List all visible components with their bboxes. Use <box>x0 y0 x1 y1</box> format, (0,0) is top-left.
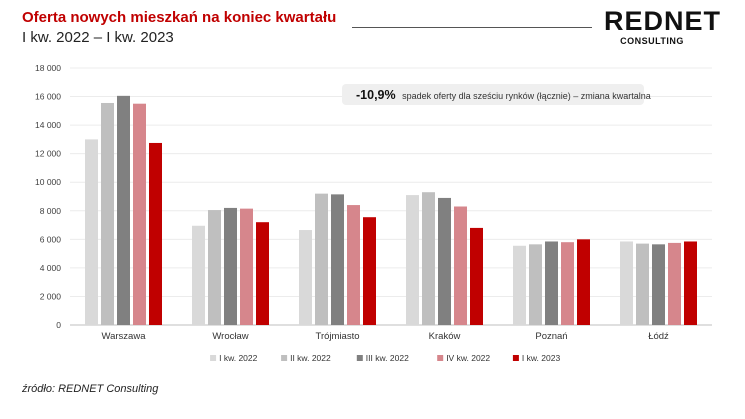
source-note: źródło: REDNET Consulting <box>22 383 159 395</box>
bar <box>117 95 130 325</box>
annotation-box: -10,9% spadek oferty dla sześciu rynków … <box>342 84 651 105</box>
y-tick-label: 10 000 <box>35 177 61 187</box>
annotation-description: spadek oferty dla sześciu rynków (łączni… <box>402 91 651 101</box>
y-tick-label: 12 000 <box>35 149 61 159</box>
bar <box>299 230 312 325</box>
legend-swatch <box>356 355 363 361</box>
y-tick-label: 16 000 <box>35 92 61 102</box>
bar <box>208 210 221 325</box>
bar <box>577 239 590 325</box>
bar <box>620 241 633 325</box>
bar <box>331 194 344 325</box>
bar <box>224 207 237 325</box>
bar <box>470 227 483 325</box>
bar <box>529 244 542 325</box>
annotation-text: -10,9% spadek oferty dla sześciu rynków … <box>356 88 651 102</box>
title-divider <box>352 27 592 28</box>
bar <box>315 193 328 325</box>
bar <box>347 205 360 325</box>
y-tick-label: 18 000 <box>35 63 61 73</box>
legend-label: II kw. 2022 <box>290 353 331 363</box>
x-tick-label: Warszawa <box>102 331 147 342</box>
bar <box>363 217 376 325</box>
bar <box>636 243 649 325</box>
chart-title: Oferta nowych mieszkań na koniec kwartał… <box>22 9 337 26</box>
gridlines <box>70 67 712 326</box>
bar <box>545 241 558 325</box>
y-tick-label: 0 <box>56 320 61 330</box>
y-tick-label: 14 000 <box>35 120 61 130</box>
x-tick-label: Łódź <box>648 331 669 342</box>
y-tick-label: 4 000 <box>40 263 62 273</box>
x-axis: Warszawa Wrocław Trójmiasto Kraków Poznań Łód… <box>102 331 670 342</box>
y-tick-label: 2 000 <box>40 291 62 301</box>
bar <box>668 242 681 325</box>
legend-swatch <box>437 355 444 361</box>
bar <box>101 102 114 325</box>
legend-swatch <box>210 355 217 361</box>
bar <box>149 142 162 325</box>
legend-label: III kw. 2022 <box>366 353 409 363</box>
legend-label: IV kw. 2022 <box>446 353 490 363</box>
x-tick-label: Wrocław <box>212 331 248 342</box>
chart-subtitle: I kw. 2022 – I kw. 2023 <box>22 29 174 46</box>
x-tick-label: Kraków <box>429 331 461 342</box>
bar <box>256 222 269 325</box>
bar <box>422 192 435 325</box>
bar <box>454 206 467 325</box>
bar <box>513 245 526 325</box>
annotation-value: -10,9% <box>356 88 396 102</box>
legend-swatch <box>512 355 519 361</box>
legend-label: I kw. 2023 <box>522 353 561 363</box>
bars <box>85 95 697 325</box>
x-tick-label: Poznań <box>535 331 567 342</box>
logo-sub-text: CONSULTING <box>620 36 684 46</box>
bar <box>684 241 697 325</box>
bar <box>652 244 665 325</box>
y-tick-label: 8 000 <box>40 206 62 216</box>
legend-swatch <box>281 355 288 361</box>
legend-label: I kw. 2022 <box>219 353 258 363</box>
bar <box>85 139 98 325</box>
bar <box>133 103 146 325</box>
annotation-background <box>342 84 644 105</box>
y-tick-label: 6 000 <box>40 234 62 244</box>
bar <box>240 208 253 325</box>
bar <box>438 197 451 325</box>
x-tick-label: Trójmiasto <box>316 331 360 342</box>
bar <box>561 242 574 325</box>
legend: I kw. 2022 II kw. 2022 III kw. 2022 IV kw. … <box>210 353 560 363</box>
y-axis: 0 2 000 4 000 6 000 8 000 10 000 12 000 14 000 1… <box>35 63 61 330</box>
bar <box>406 195 419 325</box>
bar <box>192 225 205 325</box>
